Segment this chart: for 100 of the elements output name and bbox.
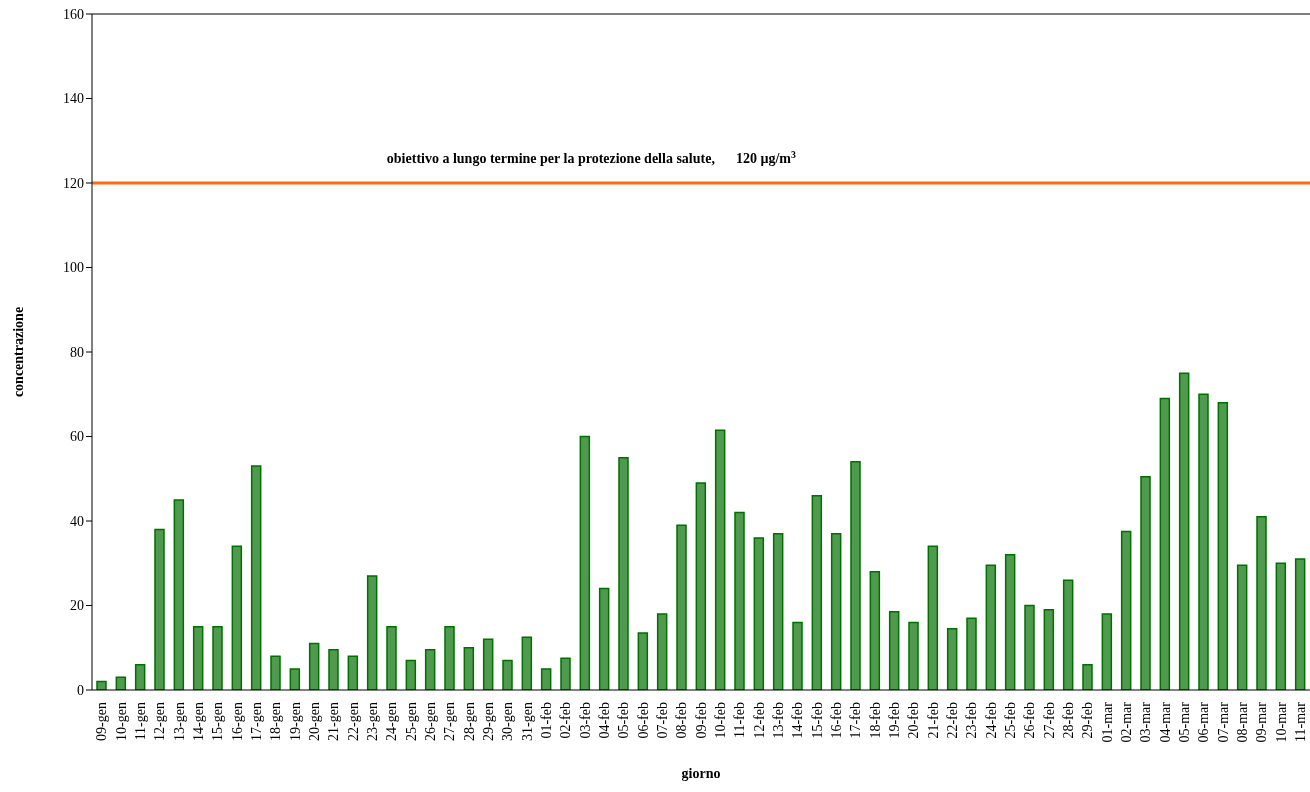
bar: [482, 638, 494, 690]
bar: [888, 611, 900, 690]
x-tick-label: 26-gen: [422, 702, 438, 741]
bar: [830, 532, 842, 690]
y-axis-title: concentrazione: [10, 306, 26, 398]
x-tick-label: 29-gen: [480, 702, 496, 741]
x-tick-label: 06-feb: [635, 702, 651, 739]
bar: [173, 499, 185, 690]
bar: [792, 621, 803, 690]
x-tick-label: 19-feb: [886, 702, 902, 739]
x-tick-label: 13-gen: [171, 702, 187, 741]
x-tick-label: 04-feb: [596, 702, 612, 739]
x-tick-label: 16-gen: [229, 702, 245, 741]
bar: [598, 587, 610, 690]
x-tick-label: 09-feb: [693, 702, 709, 739]
bar: [386, 625, 397, 690]
bar: [424, 649, 436, 690]
x-tick-label: 28-feb: [1060, 702, 1076, 739]
bar: [772, 532, 784, 690]
bar: [734, 511, 745, 690]
y-tick-label: 80: [70, 344, 84, 360]
bar: [1120, 530, 1132, 690]
x-tick-label: 11-mar: [1292, 701, 1308, 742]
x-tick-label: 24-gen: [384, 702, 400, 741]
x-tick-label: 15-feb: [809, 702, 825, 739]
x-tick-label: 13-feb: [770, 702, 786, 739]
bar: [1082, 663, 1093, 690]
bar: [1140, 475, 1151, 690]
bar: [154, 528, 165, 690]
bar: [966, 617, 977, 690]
x-tick-label: 18-feb: [867, 702, 883, 739]
bar: [908, 621, 919, 690]
ref-line-label: obiettivo a lungo termine per la protezione della salute, 120 µg/m$^{3}$: [386, 148, 797, 166]
bar: [676, 524, 687, 690]
x-tick-label: 12-feb: [751, 702, 767, 739]
bar: [444, 625, 455, 690]
x-tick-label: 03-mar: [1138, 701, 1154, 743]
bar: [560, 657, 571, 690]
x-tick-label: 18-gen: [268, 702, 284, 741]
x-tick-label: 20-feb: [906, 702, 922, 739]
x-tick-label: 25-feb: [1002, 702, 1018, 739]
bar: [192, 625, 204, 690]
x-tick-label: 22-feb: [944, 702, 960, 739]
bar: [1159, 397, 1171, 690]
bar: [1024, 604, 1035, 690]
bar: [1101, 613, 1113, 690]
x-tick-label: 17-feb: [848, 702, 864, 739]
bar: [521, 636, 533, 690]
x-tick-label: 14-feb: [790, 702, 806, 739]
x-tick-label: 06-mar: [1196, 701, 1212, 743]
x-tick-label: 17-gen: [248, 702, 264, 741]
x-tick-label: 21-feb: [925, 702, 941, 739]
x-tick-label: 25-gen: [403, 702, 419, 741]
x-tick-label: 10-mar: [1273, 701, 1289, 743]
bar: [289, 668, 301, 690]
bar: [869, 570, 881, 690]
bar: [1178, 372, 1190, 690]
y-tick-label: 120: [63, 175, 84, 191]
x-tick-label: 05-feb: [616, 702, 632, 739]
bar: [811, 494, 823, 690]
bar: [347, 655, 359, 690]
bar: [1294, 558, 1306, 690]
bar: [714, 429, 726, 690]
x-tick-label: 11-gen: [132, 702, 148, 741]
bar: [1236, 564, 1248, 690]
x-tick-label: 09-mar: [1254, 701, 1270, 743]
bar: [405, 659, 417, 690]
x-tick-label: 10-feb: [712, 702, 728, 739]
bar: [308, 642, 320, 690]
y-tick-label: 160: [63, 6, 84, 22]
y-tick-label: 20: [70, 598, 84, 614]
bar: [134, 663, 146, 690]
y-tick-label: 40: [70, 513, 84, 529]
x-tick-label: 02-mar: [1118, 701, 1134, 743]
x-tick-label: 23-gen: [364, 702, 380, 741]
bar: [212, 625, 223, 690]
bar: [695, 482, 707, 690]
bar: [656, 613, 668, 690]
x-tick-label: 07-feb: [654, 702, 670, 739]
y-tick-label: 140: [63, 91, 84, 107]
x-tick-label: 08-feb: [674, 702, 690, 739]
bar: [96, 680, 107, 690]
bar: [579, 435, 591, 690]
y-tick-label: 60: [70, 429, 84, 445]
x-tick-label: 08-mar: [1234, 701, 1250, 743]
y-tick-label: 0: [77, 682, 84, 698]
x-axis-title: giorno: [681, 766, 721, 781]
y-tick-label: 100: [63, 260, 84, 276]
x-tick-label: 27-gen: [442, 702, 458, 741]
bar: [618, 456, 629, 690]
x-tick-label: 21-gen: [326, 702, 342, 741]
x-tick-label: 24-feb: [983, 702, 999, 739]
bar: [1198, 393, 1209, 690]
bar: [540, 668, 552, 690]
x-tick-label: 29-feb: [1080, 702, 1096, 739]
x-tick-label: 03-feb: [577, 702, 593, 739]
bar: [753, 537, 765, 690]
bar: [1256, 516, 1267, 690]
bar: [1043, 608, 1055, 690]
x-tick-label: 27-feb: [1041, 702, 1057, 739]
